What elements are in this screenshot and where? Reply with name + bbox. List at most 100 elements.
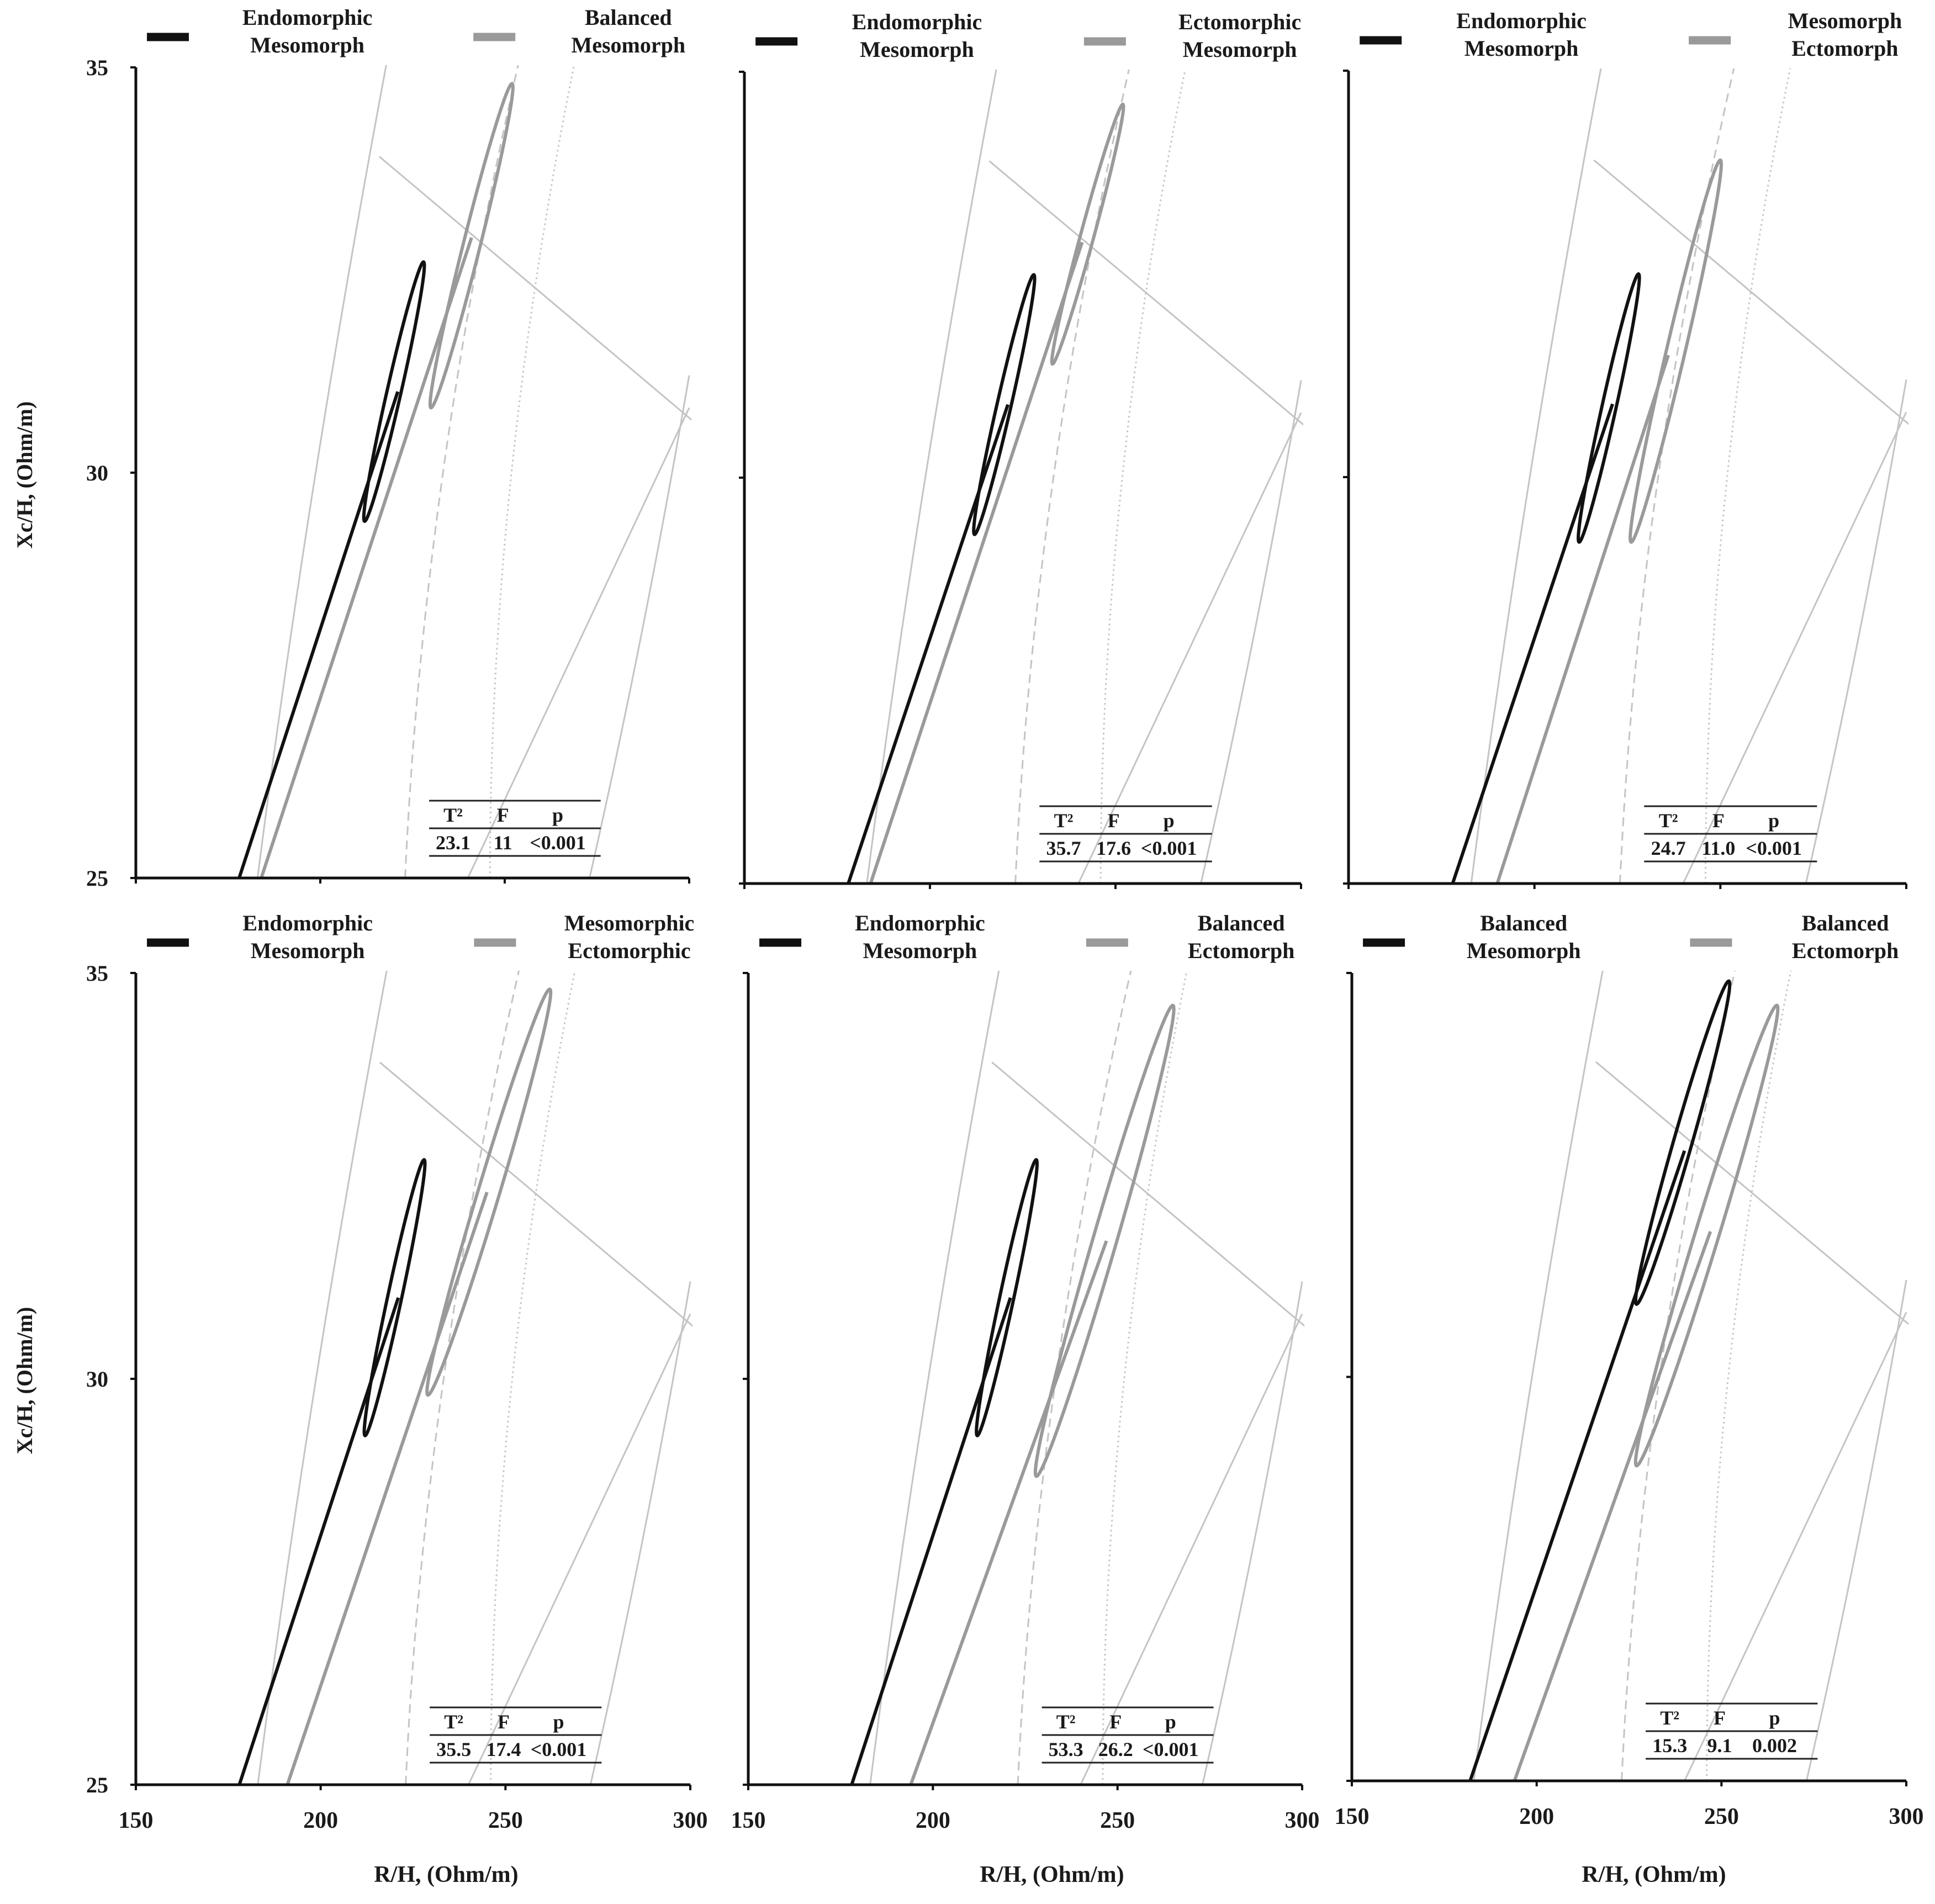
tolerance-ellipse-50-dotted xyxy=(1706,971,1792,1781)
tolerance-ellipse-50-dashed xyxy=(1014,70,1130,884)
x-tick-label: 300 xyxy=(1889,1804,1924,1829)
confidence-ellipse-series-1 xyxy=(1577,272,1641,544)
stats-header-t2: T² xyxy=(443,804,463,826)
stats-header-p: p xyxy=(1769,1707,1780,1729)
legend: Endomorphic Mesomorph Mesomorph Ectomorph xyxy=(1360,8,1902,61)
stats-value-t2: 35.5 xyxy=(436,1738,471,1760)
minor-axis-line xyxy=(1080,1313,1303,1785)
x-tick-label: 150 xyxy=(731,1808,766,1833)
legend-label-line2: Mesomorph xyxy=(1467,938,1581,963)
major-axis-line xyxy=(991,1061,1304,1327)
tolerance-ellipse-95-right xyxy=(1805,379,1907,884)
stats-value-t2: 15.3 xyxy=(1652,1734,1687,1757)
vector-line-series-2 xyxy=(260,237,473,878)
tolerance-ellipse-95-left xyxy=(1473,971,1604,1781)
stats-header-f: F xyxy=(497,804,509,826)
tolerance-ellipse-50-dashed xyxy=(1017,971,1132,1785)
plot-area xyxy=(1468,971,1908,1781)
legend-label-line2: Mesomorph xyxy=(1465,36,1579,61)
legend: Endomorphic Mesomorph Balanced Ectomorph xyxy=(759,911,1294,963)
legend-label-line1: Balanced xyxy=(585,5,672,30)
legend-label-line1: Balanced xyxy=(1198,911,1285,935)
minor-axis-line xyxy=(1682,411,1907,884)
confidence-ellipse-series-1 xyxy=(362,260,426,523)
stats-header-t2: T² xyxy=(444,1711,463,1733)
tolerance-ellipse-95-left xyxy=(256,65,387,878)
stats-value-f: 9.1 xyxy=(1707,1734,1732,1757)
tolerance-ellipse-50-dashed xyxy=(405,971,520,1785)
tolerance-ellipse-95-left xyxy=(869,971,1000,1785)
legend-label-line2: Ectomorphic xyxy=(568,938,690,963)
stats-value-t2: 35.7 xyxy=(1046,837,1081,859)
x-tick-label: 150 xyxy=(119,1808,154,1833)
stats-value-f: 11 xyxy=(494,832,512,854)
confidence-ellipse-series-1 xyxy=(975,1158,1039,1437)
panels: 25 30 35 Endomorphic Mesomorph Balanced Mesomo… xyxy=(86,5,1924,1833)
tolerance-ellipse-50-dotted xyxy=(1099,70,1186,884)
y-tick-label: 35 xyxy=(86,55,108,80)
minor-axis-line xyxy=(468,1313,691,1785)
confidence-ellipse-series-1 xyxy=(362,1158,427,1437)
x-tick-label: 200 xyxy=(303,1808,338,1833)
legend-label-line1: Endomorphic xyxy=(852,9,982,34)
tolerance-ellipse-95-left xyxy=(866,70,997,884)
legend-label-line1: Mesomorph xyxy=(1788,8,1902,33)
major-axis-line xyxy=(1593,159,1908,425)
plot-area xyxy=(1451,68,1908,884)
confidence-ellipse-series-2 xyxy=(1629,158,1723,544)
stats-value-p: 0.002 xyxy=(1752,1734,1797,1757)
x-tick-label: 300 xyxy=(673,1808,708,1833)
vector-line-series-2 xyxy=(1495,355,1670,884)
stats-header-p: p xyxy=(553,1711,564,1733)
legend-label-line1: Mesomorphic xyxy=(564,911,695,935)
y-tick-label: 35 xyxy=(86,961,108,986)
stats-value-f: 26.2 xyxy=(1098,1738,1133,1760)
x-axis-label-3: R/H, (Ohm/m) xyxy=(1582,1862,1726,1887)
chart-panel-3: Endomorphic Mesomorph Mesomorph Ectomorph T²… xyxy=(1343,8,1908,889)
legend-label-line1: Endomorphic xyxy=(242,911,373,935)
stats-value-f: 17.6 xyxy=(1096,837,1131,859)
chart-panel-1: 25 30 35 Endomorphic Mesomorph Balanced Mesomo… xyxy=(86,5,691,891)
stats-header-p: p xyxy=(1164,810,1175,832)
plot-area xyxy=(847,70,1303,884)
vector-line-series-1 xyxy=(847,404,1009,884)
x-axis-label-1: R/H, (Ohm/m) xyxy=(374,1862,518,1887)
chart-panel-2: Endomorphic Mesomorph Ectomorphic Mesomorph… xyxy=(739,9,1303,889)
stats-value-p: <0.001 xyxy=(530,832,586,854)
y-tick-label: 30 xyxy=(86,1367,108,1392)
vector-line-series-2 xyxy=(909,1240,1108,1785)
stats-header-p: p xyxy=(1165,1711,1176,1733)
stats-header-p: p xyxy=(1768,810,1779,832)
legend-label-line1: Balanced xyxy=(1802,911,1889,935)
legend: Endomorphic Mesomorph Mesomorphic Ectomorph… xyxy=(147,911,694,963)
tolerance-ellipse-95-right xyxy=(589,375,690,878)
stats-header-t2: T² xyxy=(1659,810,1678,832)
plot-area xyxy=(237,65,691,878)
stats-header-f: F xyxy=(1109,1711,1122,1733)
major-axis-line xyxy=(988,160,1303,426)
stats-value-f: 17.4 xyxy=(486,1738,521,1760)
stats-table: T² 53.3 F 26.2 p <0.001 xyxy=(1041,1706,1214,1764)
legend-label-line2: Mesomorph xyxy=(250,33,364,57)
y-tick-label: 25 xyxy=(86,1773,108,1797)
x-tick-label: 200 xyxy=(916,1808,950,1833)
chart-panel-5: 150 200 250 300 Endomorphic Mesomorph Balanced… xyxy=(731,911,1320,1833)
confidence-ellipse-series-2 xyxy=(1033,1003,1176,1478)
legend-label-line2: Ectomorph xyxy=(1792,938,1899,963)
x-tick-label: 250 xyxy=(1100,1808,1135,1833)
tolerance-ellipse-50-dashed xyxy=(1619,68,1735,884)
tolerance-ellipse-50-dotted xyxy=(1704,68,1791,884)
y-tick-label: 25 xyxy=(86,866,108,891)
vector-line-series-1 xyxy=(237,391,400,878)
y-axis-label-top: Xc/H, (Ohm/m) xyxy=(12,401,37,549)
stats-table: T² 23.1 F 11 p <0.001 xyxy=(429,800,601,857)
vector-line-series-2 xyxy=(1513,1231,1712,1781)
tolerance-ellipse-50-dashed xyxy=(1621,971,1736,1781)
legend-label-line1: Endomorphic xyxy=(242,5,373,30)
stats-table: T² 15.3 F 9.1 p 0.002 xyxy=(1646,1702,1818,1760)
stats-header-f: F xyxy=(1714,1707,1726,1729)
legend-label-line1: Endomorphic xyxy=(1456,8,1587,33)
legend: Endomorphic Mesomorph Ectomorphic Mesomorph xyxy=(755,9,1301,62)
stats-header-t2: T² xyxy=(1056,1711,1076,1733)
